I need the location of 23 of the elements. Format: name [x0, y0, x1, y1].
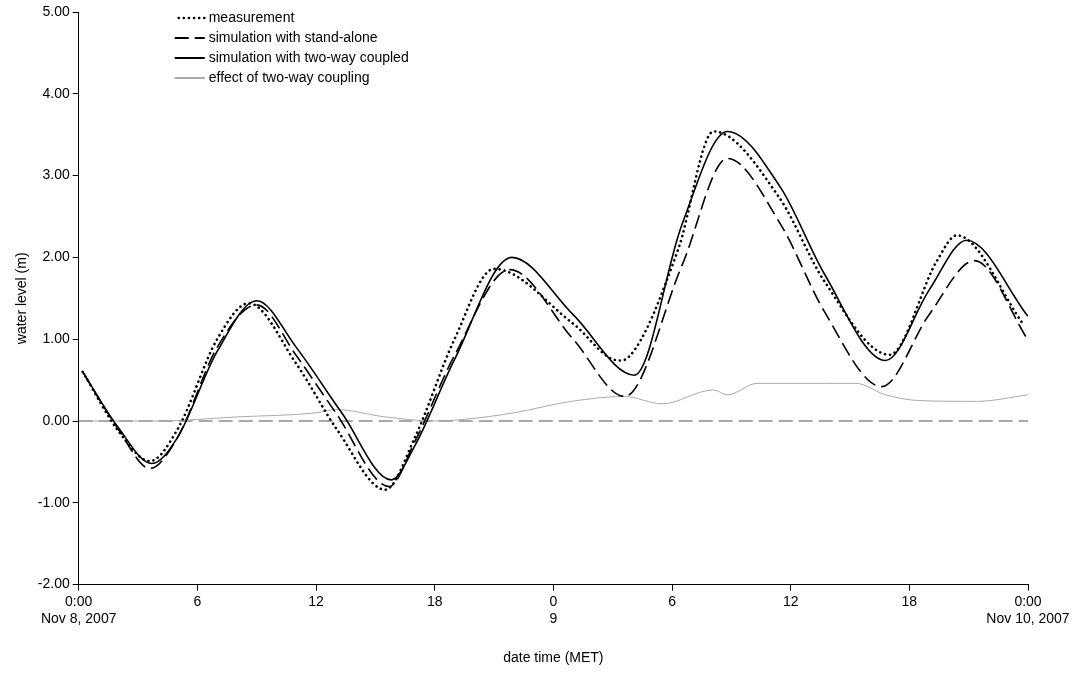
x-tick-label: 0:00 Nov 8, 2007 — [40, 592, 117, 626]
x-tick-label: 12 — [782, 592, 799, 609]
x-tick-label: 6 — [193, 592, 202, 609]
y-axis-title: water level (m) — [13, 252, 30, 346]
x-tick-label: 6 — [668, 592, 677, 609]
y-tick-label: -2.00 — [37, 575, 70, 592]
y-tick-label: 3.00 — [42, 166, 70, 183]
x-tick-label: 0:00 Nov 10, 2007 — [986, 592, 1070, 626]
y-tick-label: 5.00 — [42, 2, 70, 19]
legend-label: effect of two-way coupling — [208, 68, 370, 85]
x-tick-label: 18 — [901, 592, 918, 609]
y-tick-label: -1.00 — [37, 493, 70, 510]
x-axis-title: date time (MET) — [503, 649, 604, 666]
y-tick-label: 2.00 — [42, 248, 70, 265]
x-tick-label: 0 9 — [549, 592, 558, 626]
x-tick-label: 12 — [308, 592, 325, 609]
x-tick-label: 18 — [426, 592, 443, 609]
legend-label: simulation with stand-alone — [208, 28, 378, 45]
legend-label: measurement — [208, 8, 295, 25]
y-tick-label: 4.00 — [42, 84, 70, 101]
y-tick-label: 0.00 — [42, 411, 70, 428]
legend-label: simulation with two-way coupled — [208, 48, 409, 65]
y-tick-label: 1.00 — [42, 330, 70, 347]
